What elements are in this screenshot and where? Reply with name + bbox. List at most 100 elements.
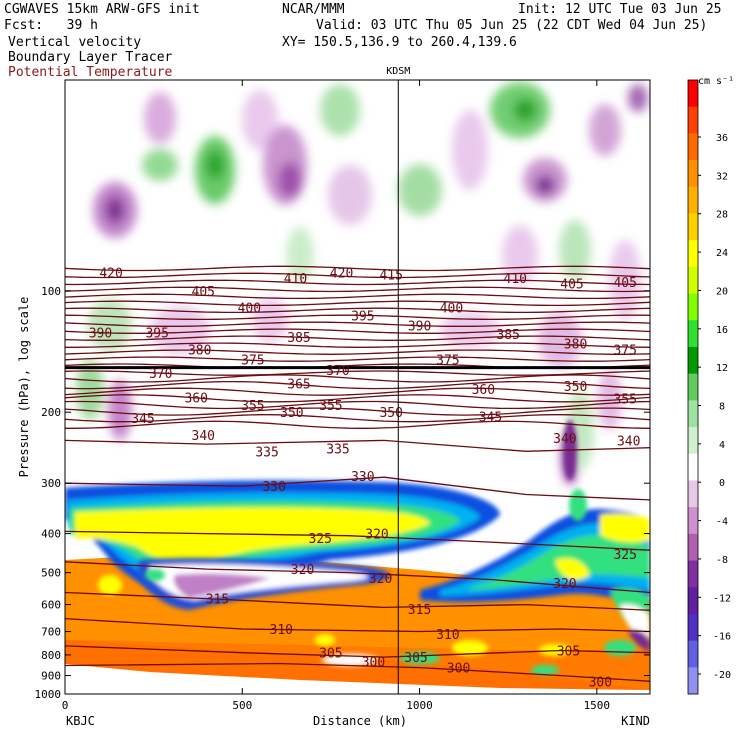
colorbar-level-label: -4 <box>716 517 728 528</box>
theta-label: 355 <box>319 399 342 414</box>
theta-label: 300 <box>447 662 470 677</box>
theta-label: 375 <box>241 353 264 368</box>
theta-contour <box>65 374 650 383</box>
theta-contour <box>65 530 650 551</box>
colorbar-swatch <box>688 133 698 161</box>
theta-label: 420 <box>330 266 353 281</box>
theta-label: 305 <box>404 651 427 666</box>
colorbar-swatch <box>688 613 698 642</box>
x-tick-label: 1000 <box>406 699 433 712</box>
theta-label: 340 <box>553 432 576 447</box>
theta-label: 410 <box>504 272 527 287</box>
theta-label: 300 <box>362 655 385 670</box>
y-tick-label: 800 <box>41 649 61 662</box>
x-tick-label: 0 <box>62 699 69 712</box>
theta-contour <box>65 645 650 658</box>
theta-contour <box>65 272 650 279</box>
theta-label: 395 <box>145 327 168 342</box>
theta-label: 390 <box>408 320 431 335</box>
colorbar-swatch <box>688 400 698 428</box>
theta-label: 340 <box>192 429 215 444</box>
theta-label: 375 <box>613 344 636 359</box>
colorbar-swatch <box>688 560 698 588</box>
potential-temperature-labels: 420 405 410 420 415 410 405 405 390 395 400 395 390 4… <box>89 266 641 690</box>
theta-contour <box>65 328 650 334</box>
theta-contour <box>65 265 650 272</box>
theta-label: 325 <box>613 548 636 563</box>
theta-label: 375 <box>436 353 459 368</box>
init-time: Init: 12 UTC Tue 03 Jun 25 <box>518 2 722 17</box>
theta-label: 395 <box>351 309 374 324</box>
theta-label: 405 <box>560 278 583 293</box>
theta-label: 390 <box>89 327 112 342</box>
theta-label: 400 <box>440 302 463 317</box>
colorbar-swatch <box>688 293 698 321</box>
forecast-hour: Fcst: 39 h <box>4 18 98 33</box>
theta-contour <box>65 420 650 429</box>
theta-label: 320 <box>291 563 314 578</box>
theta-label: 380 <box>564 337 587 352</box>
theta-label: 355 <box>613 393 636 408</box>
field-vertical-velocity: Vertical velocity <box>8 35 142 50</box>
colorbar-frame <box>687 79 699 695</box>
x-axis: 0 500 1000 1500 <box>62 80 610 712</box>
field-bl-tracer: Boundary Layer Tracer <box>8 50 173 65</box>
theta-label: 330 <box>351 470 374 485</box>
theta-label: 315 <box>206 593 229 608</box>
y-axis: 100 200 300 400 500 600 700 800 900 1000 <box>35 285 650 701</box>
y-tick-label: 600 <box>41 599 61 612</box>
theta-contour <box>65 356 650 362</box>
theta-label: 345 <box>479 411 502 426</box>
theta-label: 320 <box>553 577 576 592</box>
field-potential-temperature: Potential Temperature <box>8 65 173 80</box>
theta-contour <box>65 300 650 307</box>
theta-contour <box>65 561 650 594</box>
theta-label: 355 <box>241 399 264 414</box>
y-tick-label: 300 <box>41 477 61 490</box>
colorbar-swatch <box>688 186 698 214</box>
colorbar-level-label: 0 <box>719 478 725 489</box>
theta-contour <box>65 293 650 300</box>
colorbar-swatch <box>688 453 698 481</box>
theta-contour <box>65 414 650 423</box>
theta-label: 385 <box>496 328 519 343</box>
theta-label: 360 <box>472 383 495 398</box>
colorbar-level-label: -16 <box>713 632 731 643</box>
colorbar-level-label: 36 <box>716 133 728 144</box>
x-axis-title: Distance (km) <box>313 714 407 728</box>
colorbar-level-label: 32 <box>716 171 728 182</box>
theta-contour <box>65 349 650 355</box>
station-marker: KDSM <box>386 66 410 694</box>
theta-contour <box>65 342 650 348</box>
colorbar-level-label: 4 <box>719 440 725 451</box>
valid-time: Valid: 03 UTC Thu 05 Jun 25 (22 CDT Wed … <box>316 18 708 33</box>
theta-contour <box>65 407 650 416</box>
theta-label: 345 <box>131 412 154 427</box>
theta-label: 420 <box>99 266 122 281</box>
y-tick-label: 700 <box>41 626 61 639</box>
colorbar-swatch <box>688 373 698 401</box>
theta-label: 360 <box>184 392 207 407</box>
theta-label: 305 <box>319 647 342 662</box>
y-tick-label: 200 <box>41 406 61 419</box>
vertical-velocity-field <box>65 82 650 694</box>
colorbar-level-label: 12 <box>716 363 728 374</box>
y-tick-label: 100 <box>41 285 61 298</box>
theta-contour <box>65 380 650 390</box>
y-tick-label: 400 <box>41 528 61 541</box>
potential-temperature-contours <box>65 265 650 682</box>
colorbar-level-label: 16 <box>716 325 728 336</box>
colorbar-swatch <box>688 240 698 268</box>
colorbar-level-label: 24 <box>716 248 728 259</box>
y-axis-title: Pressure (hPa), log scale <box>17 297 31 478</box>
colorbar-swatch <box>688 507 698 535</box>
theta-label: 335 <box>255 445 278 460</box>
colorbar-level-label: -12 <box>713 593 731 604</box>
y-tick-label: 500 <box>41 567 61 580</box>
theta-label: 300 <box>589 675 612 690</box>
theta-contour <box>65 307 650 314</box>
model-title: CGWAVES 15km ARW-GFS init <box>4 2 200 17</box>
colorbar-swatch <box>688 80 698 108</box>
theta-label: 365 <box>287 378 310 393</box>
